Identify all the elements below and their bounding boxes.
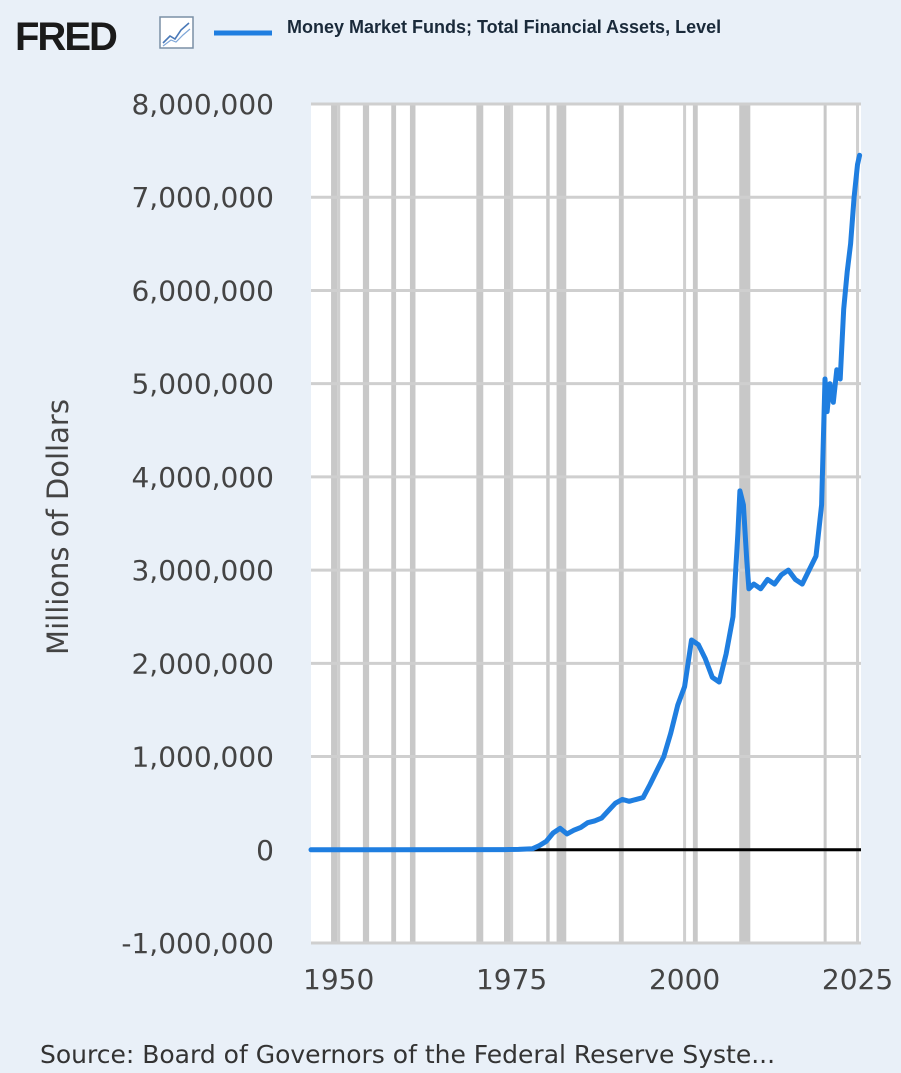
recession-band-2 [391,104,397,943]
y-tick-label: 1,000,000 [131,741,274,774]
y-axis-ticks: -1,000,000 0 1,000,000 2,000,000 3,000,000 4,… [121,88,274,960]
recession-band-8 [618,104,624,943]
y-axis-title: Millions of Dollars [41,399,75,655]
y-tick-label: 7,000,000 [131,181,274,214]
y-tick-label: -1,000,000 [121,927,274,960]
plot-area [311,104,861,943]
source-note: Source: Board of Governors of the Federa… [40,1040,775,1069]
recession-band-5 [504,104,514,943]
y-tick-label: 5,000,000 [131,368,274,401]
x-tick-label: 2000 [649,963,720,996]
header: FRED Money Market Funds; Total Financial… [15,15,721,59]
series-line-0 [308,152,863,853]
y-tick-label: 6,000,000 [131,274,274,307]
recession-band-7 [556,104,567,943]
recession-band-1 [362,104,370,943]
series-layer [308,152,863,853]
fred-logo[interactable]: FRED [15,15,119,59]
y-tick-label: 0 [256,834,274,867]
x-tick-label: 2025 [822,963,893,996]
recession-band-9 [692,104,698,943]
y-tick-label: 4,000,000 [131,461,274,494]
y-tick-label: 2,000,000 [131,647,274,680]
x-tick-label: 1950 [303,963,374,996]
x-axis-ticks: 1950 1975 2000 2025 [303,963,893,996]
y-tick-label: 3,000,000 [131,554,274,587]
chart-line-icon [159,16,194,49]
recession-band-4 [476,104,484,943]
y-tick-label: 8,000,000 [131,88,274,121]
recession-band-6 [546,104,550,943]
x-tick-label: 1975 [476,963,547,996]
recession-band-11 [823,104,827,943]
recession-band-0 [331,104,338,943]
legend-series-label: Money Market Funds; Total Financial Asse… [287,17,721,37]
recession-band-3 [409,104,416,943]
